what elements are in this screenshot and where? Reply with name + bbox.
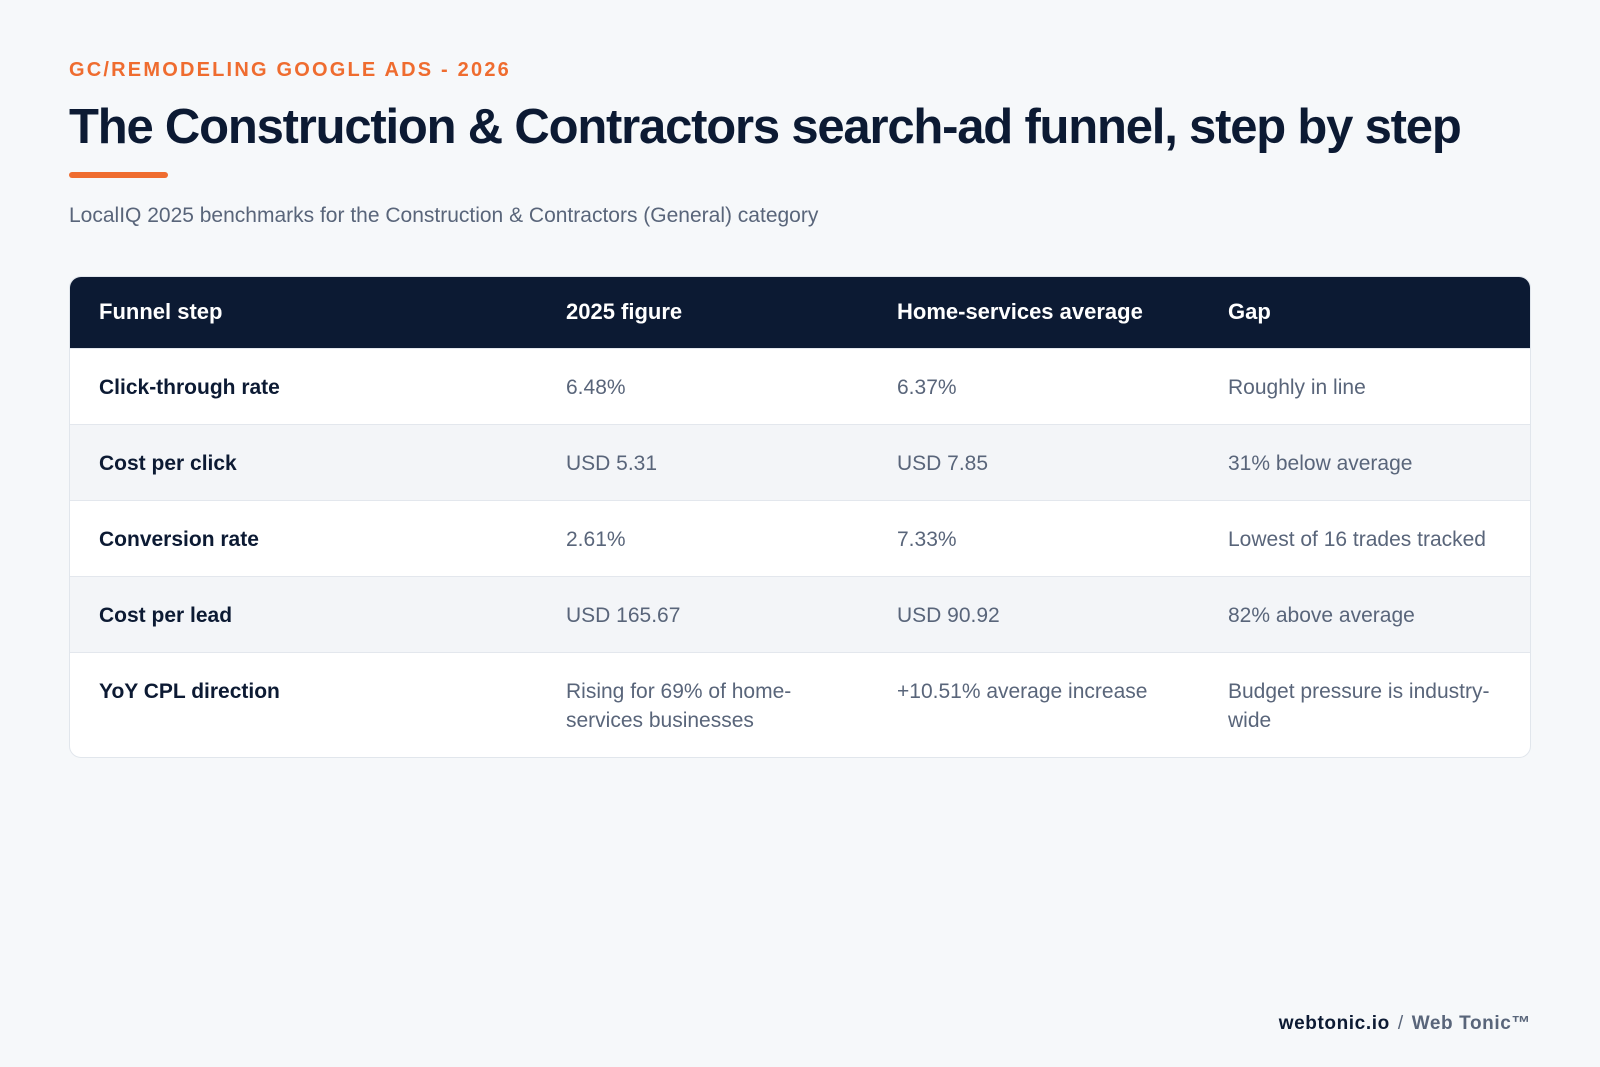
- report-content: GC/REMODELING GOOGLE ADS - 2026 The Cons…: [69, 58, 1531, 758]
- table-row: Cost per lead USD 165.67 USD 90.92 82% a…: [70, 576, 1530, 652]
- column-header-2025-figure: 2025 figure: [566, 299, 683, 325]
- page-title: The Construction & Contractors search-ad…: [69, 100, 1462, 154]
- funnel-step-cell: YoY CPL direction: [99, 679, 280, 703]
- table-header-row: Funnel step 2025 figure Home-services av…: [70, 277, 1530, 348]
- funnel-table-card: Funnel step 2025 figure Home-services av…: [69, 276, 1531, 758]
- column-header-funnel-step: Funnel step: [99, 299, 223, 325]
- funnel-table: Funnel step 2025 figure Home-services av…: [70, 277, 1530, 757]
- funnel-step-cell: Cost per lead: [99, 603, 233, 627]
- figure-2025-cell: USD 5.31: [566, 451, 658, 475]
- footer-site-link[interactable]: webtonic.io: [1278, 1013, 1390, 1034]
- column-header-home-services-average: Home-services average: [897, 299, 1143, 325]
- table-row: Cost per click USD 5.31 USD 7.85 31% bel…: [70, 424, 1530, 500]
- table-row: YoY CPL direction Rising for 69% of home…: [70, 652, 1530, 757]
- home-services-average-cell: 6.37%: [897, 375, 957, 399]
- table-row: Click-through rate 6.48% 6.37% Roughly i…: [70, 348, 1530, 424]
- funnel-step-cell: Conversion rate: [99, 527, 259, 551]
- eyebrow-label: GC/REMODELING GOOGLE ADS - 2026: [69, 59, 511, 81]
- page-subtitle: LocalIQ 2025 benchmarks for the Construc…: [69, 204, 819, 227]
- gap-cell: Budget pressure is industry-wide: [1228, 679, 1490, 732]
- footer-separator: /: [1397, 1013, 1404, 1034]
- home-services-average-cell: +10.51% average increase: [897, 679, 1148, 703]
- gap-cell: Lowest of 16 trades tracked: [1228, 527, 1486, 551]
- figure-2025-cell: USD 165.67: [566, 603, 681, 627]
- column-header-gap: Gap: [1228, 299, 1271, 325]
- gap-cell: Roughly in line: [1228, 375, 1366, 399]
- footer-brand: Web Tonic™: [1411, 1013, 1531, 1034]
- table-row: Conversion rate 2.61% 7.33% Lowest of 16…: [70, 500, 1530, 576]
- home-services-average-cell: USD 90.92: [897, 603, 1000, 627]
- gap-cell: 31% below average: [1228, 451, 1413, 475]
- funnel-step-cell: Cost per click: [99, 451, 237, 475]
- figure-2025-cell: Rising for 69% of home-services business…: [566, 679, 792, 732]
- funnel-step-cell: Click-through rate: [99, 375, 280, 399]
- figure-2025-cell: 2.61%: [566, 527, 626, 551]
- gap-cell: 82% above average: [1228, 603, 1415, 627]
- home-services-average-cell: USD 7.85: [897, 451, 989, 475]
- figure-2025-cell: 6.48%: [566, 375, 626, 399]
- footer-credit: webtonic.io / Web Tonic™: [1279, 1012, 1531, 1036]
- title-accent-rule: [69, 172, 168, 178]
- home-services-average-cell: 7.33%: [897, 527, 957, 551]
- table-body: Click-through rate 6.48% 6.37% Roughly i…: [70, 348, 1530, 757]
- table-header: Funnel step 2025 figure Home-services av…: [70, 277, 1530, 348]
